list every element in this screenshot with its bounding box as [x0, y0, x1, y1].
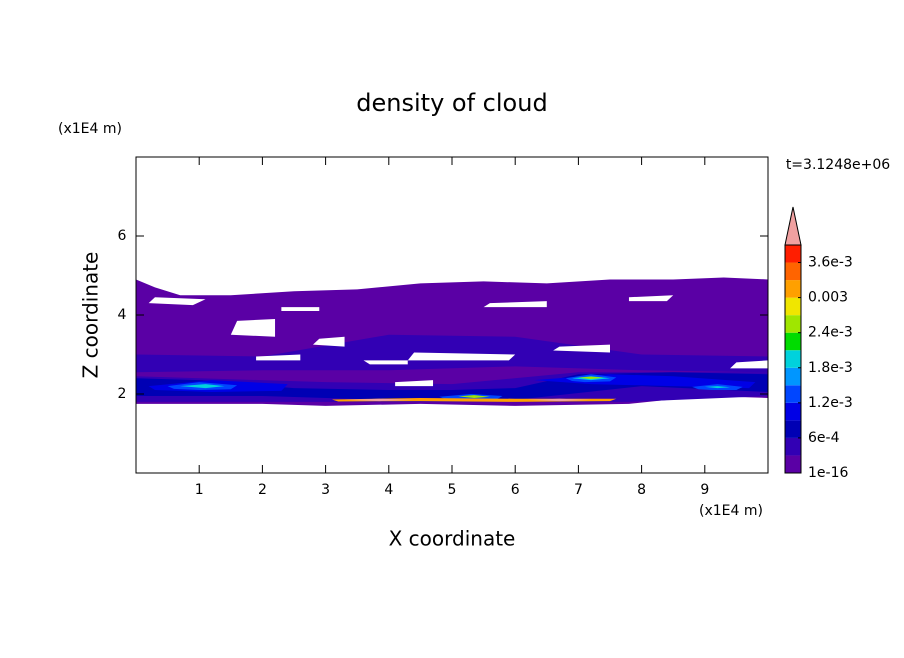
contour-region: [730, 360, 768, 369]
x-tick-label: 8: [637, 482, 646, 498]
x-tick-label: 1: [195, 482, 204, 498]
contour-field: [136, 277, 768, 406]
colorbar-band: [785, 367, 801, 386]
contour-region: [395, 380, 434, 387]
colorbar-tick-label: 2.4e-3: [808, 325, 853, 341]
x-tick-label: 2: [258, 482, 267, 498]
colorbar-tick-label: 0.003: [808, 290, 848, 306]
colorbar-tick-label: 1.2e-3: [808, 395, 853, 411]
y-tick-label: 6: [118, 228, 127, 244]
x-tick-label: 6: [511, 482, 520, 498]
x-tick-label: 9: [700, 482, 709, 498]
colorbar-band: [785, 297, 801, 316]
colorbar-band: [785, 262, 801, 281]
y-tick-label: 4: [118, 307, 127, 323]
colorbar-band: [785, 332, 801, 351]
contour-region: [578, 376, 604, 379]
colorbar-band: [785, 437, 801, 456]
colorbar-tick-label: 1e-16: [808, 465, 848, 481]
colorbar-band: [785, 280, 801, 298]
x-tick-label: 5: [448, 482, 457, 498]
chart-title: density of cloud: [356, 89, 547, 117]
colorbar-tick-label: 1.8e-3: [808, 360, 853, 376]
contour-region: [230, 318, 276, 337]
contour-region: [628, 295, 674, 302]
colorbar-band: [785, 350, 801, 368]
contour-region: [704, 386, 731, 389]
contour-region: [407, 352, 516, 361]
colorbar-band: [785, 315, 801, 333]
y-tick-label: 2: [118, 386, 127, 402]
contour-region: [527, 398, 592, 402]
x-unit: (x1E4 m): [699, 503, 763, 519]
colorbar-tick-label: 3.6e-3: [808, 255, 853, 271]
contour-region: [331, 397, 617, 402]
y-axis-label: Z coordinate: [79, 252, 103, 379]
contour-region: [281, 307, 320, 312]
contour-region: [180, 384, 225, 389]
x-tick-label: 3: [321, 482, 330, 498]
colorbar-band: [785, 455, 801, 473]
contour-region: [553, 344, 610, 353]
contour-region: [458, 395, 490, 398]
colorbar-band: [785, 385, 801, 403]
contour-region: [344, 398, 415, 402]
contour-region: [312, 336, 345, 347]
colorbar-tick-label: 6e-4: [808, 430, 840, 446]
colorbar-frame: [784, 244, 802, 474]
x-tick-label: 7: [574, 482, 583, 498]
y-unit: (x1E4 m): [58, 121, 122, 137]
colorbar: 1e-16 6e-4 1.2e-3 1.8e-3 2.4e-3 0.003 3.6e-3: [784, 206, 853, 481]
x-axis-label: X coordinate: [389, 527, 516, 551]
axes: 1 2 3 4 5 6 7 8 9 2 4 6: [118, 156, 769, 498]
colorbar-band: [785, 245, 801, 263]
colorbar-band: [785, 402, 801, 421]
contour-region: [483, 301, 547, 308]
x-tick-label: 4: [384, 482, 393, 498]
contour-region: [363, 360, 408, 365]
contour-region: [256, 354, 301, 361]
contour-region: [148, 297, 206, 306]
time-annotation: t=3.1248e+06: [786, 157, 890, 173]
colorbar-band: [785, 420, 801, 438]
